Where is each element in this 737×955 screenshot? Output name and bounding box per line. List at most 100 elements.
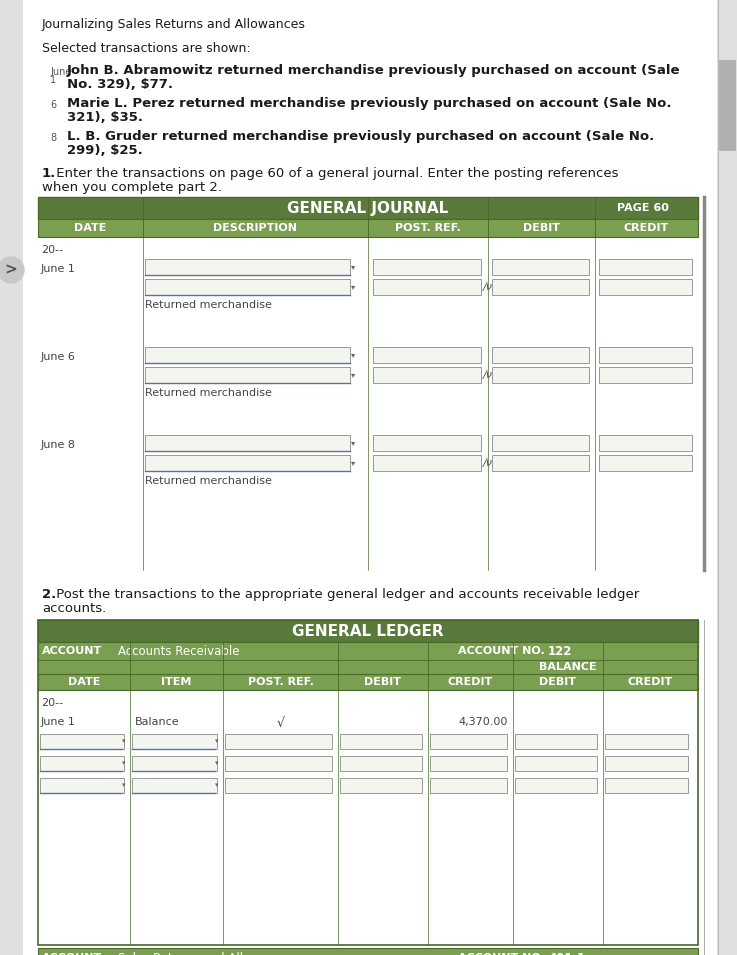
Text: 122: 122: [548, 645, 573, 657]
Bar: [599, 435, 692, 451]
Text: BALANCE: BALANCE: [539, 662, 597, 672]
Text: ▾: ▾: [122, 738, 126, 745]
Bar: [38, 620, 698, 642]
Bar: [38, 674, 698, 690]
Bar: [492, 435, 589, 451]
Text: ITEM: ITEM: [161, 677, 192, 687]
Bar: [340, 756, 422, 771]
Text: Returned merchandise: Returned merchandise: [145, 476, 272, 486]
Text: ACCOUNT NO.: ACCOUNT NO.: [458, 953, 545, 955]
Text: DEBIT: DEBIT: [365, 677, 402, 687]
Text: 20--: 20--: [41, 245, 63, 255]
Bar: [599, 367, 692, 383]
Text: ▾: ▾: [215, 738, 219, 745]
Text: DATE: DATE: [68, 677, 100, 687]
Bar: [373, 347, 481, 363]
Bar: [145, 455, 350, 471]
Text: Enter the transactions on page 60 of a general journal. Enter the posting refere: Enter the transactions on page 60 of a g…: [52, 167, 618, 180]
Text: DESCRIPTION: DESCRIPTION: [214, 223, 298, 233]
Bar: [605, 734, 688, 749]
Text: Selected transactions are shown:: Selected transactions are shown:: [42, 42, 251, 55]
Text: >: >: [4, 263, 18, 278]
Text: 299), $25.: 299), $25.: [67, 144, 143, 157]
Text: ▾: ▾: [122, 760, 126, 767]
Bar: [492, 259, 589, 275]
Text: Sales Returns and Allowances: Sales Returns and Allowances: [118, 951, 294, 955]
Bar: [40, 778, 124, 793]
Text: Post the transactions to the appropriate general ledger and accounts receivable : Post the transactions to the appropriate…: [52, 588, 639, 601]
Bar: [38, 197, 698, 219]
Bar: [605, 778, 688, 793]
Bar: [599, 259, 692, 275]
Text: 1.: 1.: [42, 167, 56, 180]
Text: DEBIT: DEBIT: [523, 223, 560, 233]
Bar: [515, 756, 597, 771]
Bar: [373, 435, 481, 451]
Bar: [225, 756, 332, 771]
Text: /ν: /ν: [483, 458, 493, 468]
Bar: [225, 778, 332, 793]
Text: Accounts Receivable: Accounts Receivable: [118, 645, 240, 657]
Text: ▾: ▾: [122, 782, 126, 789]
Bar: [340, 778, 422, 793]
Bar: [38, 690, 698, 945]
Text: √: √: [276, 717, 284, 730]
Text: 321), $35.: 321), $35.: [67, 111, 143, 124]
Circle shape: [0, 257, 24, 283]
Bar: [515, 778, 597, 793]
Bar: [430, 778, 507, 793]
Text: ACCOUNT: ACCOUNT: [42, 953, 102, 955]
Bar: [132, 756, 217, 771]
Text: ACCOUNT NO.: ACCOUNT NO.: [458, 646, 545, 656]
Bar: [0, 0, 22, 955]
Text: 401.1: 401.1: [548, 951, 585, 955]
Text: PAGE 60: PAGE 60: [617, 203, 669, 213]
Bar: [599, 347, 692, 363]
Text: ▾: ▾: [351, 458, 355, 468]
Bar: [145, 367, 350, 383]
Text: accounts.: accounts.: [42, 602, 106, 615]
Bar: [492, 347, 589, 363]
Text: June 6: June 6: [41, 352, 76, 362]
Text: ACCOUNT: ACCOUNT: [42, 646, 102, 656]
Text: DEBIT: DEBIT: [539, 677, 576, 687]
Bar: [38, 948, 698, 955]
Text: /ν: /ν: [483, 370, 493, 380]
Text: ▾: ▾: [351, 371, 355, 379]
Bar: [38, 237, 698, 570]
Text: 20--: 20--: [41, 698, 63, 708]
Text: L. B. Gruder returned merchandise previously purchased on account (Sale No.: L. B. Gruder returned merchandise previo…: [67, 130, 654, 143]
Text: Returned merchandise: Returned merchandise: [145, 388, 272, 398]
Text: ▾: ▾: [351, 350, 355, 359]
Bar: [430, 734, 507, 749]
Text: ▾: ▾: [215, 782, 219, 789]
Text: when you complete part 2.: when you complete part 2.: [42, 181, 222, 194]
Bar: [38, 660, 698, 674]
Bar: [145, 435, 350, 451]
Bar: [132, 734, 217, 749]
Text: No. 329), $77.: No. 329), $77.: [67, 78, 173, 91]
Bar: [599, 279, 692, 295]
Text: June 1: June 1: [41, 717, 76, 727]
Text: John B. Abramowitz returned merchandise previously purchased on account (Sale: John B. Abramowitz returned merchandise …: [67, 64, 680, 77]
Bar: [38, 642, 698, 660]
Bar: [38, 620, 698, 945]
Bar: [515, 734, 597, 749]
Text: 8: 8: [50, 133, 56, 143]
Bar: [38, 219, 698, 237]
Text: 6: 6: [50, 100, 56, 110]
Bar: [373, 259, 481, 275]
Bar: [145, 279, 350, 295]
Text: June: June: [50, 67, 71, 77]
Text: CREDIT: CREDIT: [624, 223, 669, 233]
Bar: [373, 367, 481, 383]
Bar: [40, 734, 124, 749]
Bar: [373, 279, 481, 295]
Bar: [340, 734, 422, 749]
Bar: [225, 734, 332, 749]
Bar: [373, 455, 481, 471]
Text: ▾: ▾: [215, 760, 219, 767]
Text: DATE: DATE: [74, 223, 107, 233]
Text: 4,370.00: 4,370.00: [458, 717, 508, 727]
Text: 1: 1: [50, 75, 56, 85]
